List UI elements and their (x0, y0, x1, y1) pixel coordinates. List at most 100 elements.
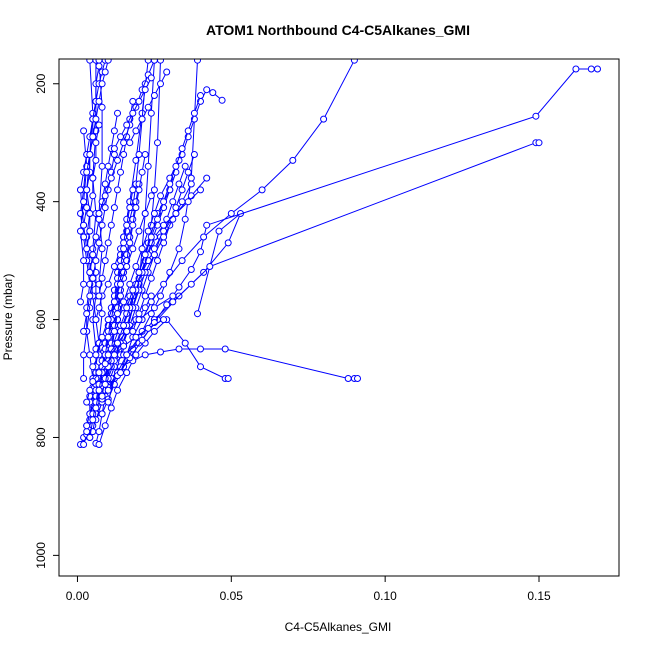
data-point (166, 268, 174, 276)
data-point (89, 274, 97, 282)
data-point (92, 398, 100, 406)
x-tick-label: 0.15 (527, 589, 551, 603)
data-point (203, 174, 211, 182)
series-line (98, 60, 155, 214)
data-point (104, 398, 112, 406)
data-point (129, 186, 137, 194)
data-point (110, 263, 118, 270)
data-point (110, 351, 118, 359)
data-point (594, 65, 601, 73)
data-point (107, 404, 115, 412)
data-point (135, 316, 143, 324)
data-point (206, 263, 214, 270)
data-point (126, 204, 134, 212)
x-axis: 0.00 0.05 0.10 0.15 (66, 576, 551, 603)
series-profile (83, 59, 112, 176)
data-point (110, 127, 118, 135)
data-point (89, 363, 97, 371)
data-point (138, 168, 146, 176)
data-point (147, 74, 155, 82)
data-point (114, 186, 121, 194)
data-point (89, 133, 97, 141)
data-point (227, 210, 235, 217)
data-point (92, 139, 100, 147)
data-point (132, 351, 140, 359)
data-point (150, 92, 158, 99)
data-point (117, 168, 124, 176)
data-point (354, 375, 361, 382)
data-point (77, 298, 84, 306)
data-point (184, 127, 192, 135)
data-point (95, 369, 103, 377)
data-point (98, 245, 106, 253)
data-point (135, 151, 143, 158)
data-point (77, 227, 84, 235)
series-profile (104, 65, 601, 394)
data-point (126, 233, 134, 241)
series-profile (80, 151, 118, 335)
data-point (169, 292, 177, 300)
data-point (154, 257, 161, 265)
data-point (86, 151, 94, 158)
data-point (95, 380, 103, 388)
data-point (89, 192, 97, 200)
data-point (190, 151, 198, 158)
data-point (126, 139, 134, 147)
data-point (92, 316, 100, 324)
data-point (86, 351, 94, 359)
data-point (150, 251, 158, 259)
y-axis-label: Pressure (mbar) (1, 274, 15, 361)
data-point (178, 145, 186, 153)
data-point (187, 192, 195, 200)
data-point (175, 345, 183, 353)
data-point (101, 345, 109, 353)
data-point (135, 268, 143, 276)
data-point (107, 345, 115, 353)
data-point (110, 145, 118, 153)
data-point (114, 109, 121, 117)
data-point (98, 103, 106, 111)
data-point (95, 428, 103, 436)
data-point (157, 192, 164, 200)
data-point (101, 375, 109, 382)
series-line (95, 248, 125, 409)
data-point (150, 59, 158, 64)
data-point (80, 221, 88, 229)
y-axis: 200 400 600 800 1000 (34, 73, 59, 569)
data-point (160, 198, 168, 206)
data-point (86, 386, 94, 394)
data-point (92, 233, 100, 241)
data-point (129, 327, 137, 335)
data-point (147, 192, 155, 200)
data-point (80, 280, 88, 288)
data-point (147, 274, 155, 282)
data-point (135, 227, 143, 235)
data-point (123, 369, 131, 377)
data-point (215, 227, 223, 235)
data-point (163, 215, 171, 223)
data-point (98, 392, 106, 400)
data-point (350, 59, 358, 64)
data-point (120, 239, 128, 247)
data-point (92, 257, 100, 265)
data-point (157, 348, 164, 356)
data-point (289, 156, 297, 164)
data-point (129, 286, 137, 294)
data-point (114, 339, 121, 347)
data-point (80, 375, 88, 382)
data-point (187, 174, 195, 182)
data-point (320, 115, 328, 123)
plot-frame (58, 58, 620, 577)
data-point (200, 233, 208, 241)
data-point (83, 168, 91, 176)
data-point (197, 363, 204, 371)
data-point (535, 139, 543, 147)
data-point (83, 304, 91, 312)
data-point (104, 162, 112, 170)
data-point (98, 410, 106, 418)
data-point (172, 162, 180, 170)
data-point (120, 342, 128, 350)
data-point (532, 112, 540, 120)
data-point (150, 327, 158, 335)
data-point (190, 109, 198, 117)
